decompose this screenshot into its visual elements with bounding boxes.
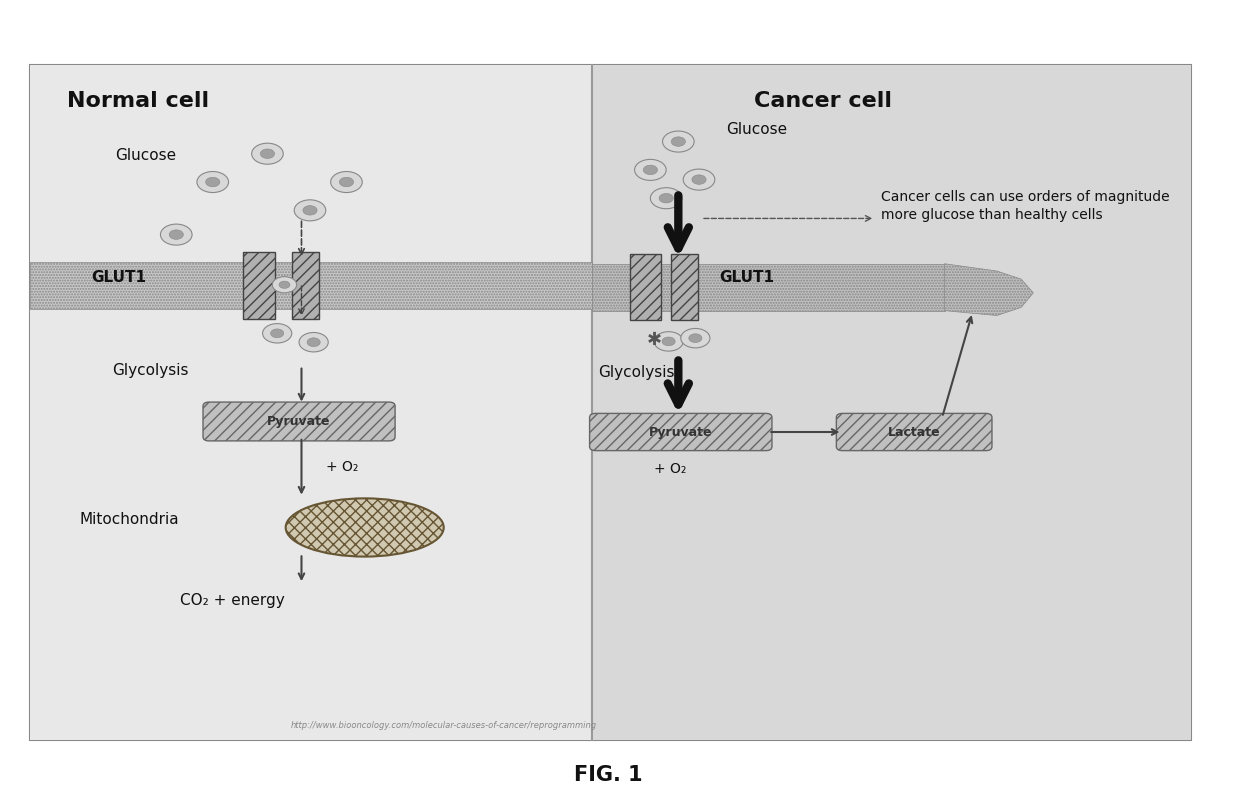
FancyBboxPatch shape — [591, 65, 1192, 740]
Circle shape — [662, 337, 675, 345]
Circle shape — [303, 205, 317, 215]
Text: Pyruvate: Pyruvate — [649, 426, 713, 438]
Circle shape — [270, 329, 284, 337]
Circle shape — [340, 177, 353, 187]
Text: + O₂: + O₂ — [653, 462, 687, 477]
Circle shape — [263, 324, 291, 343]
Text: Glucose: Glucose — [725, 122, 787, 137]
FancyBboxPatch shape — [203, 402, 396, 441]
Circle shape — [635, 159, 666, 180]
Text: ✱: ✱ — [646, 331, 662, 349]
Text: Lactate: Lactate — [888, 426, 940, 438]
FancyBboxPatch shape — [291, 252, 319, 319]
FancyBboxPatch shape — [836, 413, 992, 451]
Circle shape — [299, 332, 329, 352]
Text: Glucose: Glucose — [115, 148, 176, 163]
Text: FIG. 1: FIG. 1 — [574, 765, 642, 785]
Text: Cancer cells can use orders of magnitude
more glucose than healthy cells: Cancer cells can use orders of magnitude… — [882, 190, 1171, 222]
FancyBboxPatch shape — [31, 65, 591, 740]
Circle shape — [644, 165, 657, 175]
Circle shape — [169, 230, 184, 239]
Text: GLUT1: GLUT1 — [719, 270, 775, 285]
Circle shape — [692, 175, 706, 184]
Circle shape — [260, 149, 274, 159]
Circle shape — [197, 172, 228, 193]
FancyBboxPatch shape — [31, 65, 1192, 740]
Circle shape — [662, 131, 694, 152]
Text: Mitochondria: Mitochondria — [79, 512, 179, 527]
Circle shape — [294, 200, 326, 221]
Circle shape — [331, 172, 362, 193]
Circle shape — [683, 169, 714, 190]
Text: Normal cell: Normal cell — [67, 91, 210, 111]
FancyBboxPatch shape — [243, 252, 275, 319]
Circle shape — [650, 188, 682, 209]
Text: Glycolysis: Glycolysis — [112, 363, 188, 378]
Text: Cancer cell: Cancer cell — [754, 91, 892, 111]
Circle shape — [252, 143, 283, 164]
FancyBboxPatch shape — [31, 262, 591, 309]
Text: Glycolysis: Glycolysis — [598, 365, 675, 379]
Circle shape — [671, 137, 686, 146]
Text: Pyruvate: Pyruvate — [268, 415, 331, 428]
Text: GLUT1: GLUT1 — [92, 270, 146, 285]
Circle shape — [681, 328, 711, 348]
Circle shape — [308, 338, 320, 346]
Circle shape — [206, 177, 219, 187]
Polygon shape — [945, 264, 1033, 316]
FancyBboxPatch shape — [591, 264, 945, 311]
Text: CO₂ + energy: CO₂ + energy — [180, 593, 285, 608]
Circle shape — [660, 193, 673, 203]
Circle shape — [273, 277, 296, 293]
Circle shape — [688, 334, 702, 342]
Ellipse shape — [285, 498, 444, 557]
FancyBboxPatch shape — [589, 413, 773, 451]
Text: + O₂: + O₂ — [326, 460, 358, 474]
Text: http://www.biooncology.com/molecular-causes-of-cancer/reprogramming: http://www.biooncology.com/molecular-cau… — [290, 721, 596, 731]
FancyBboxPatch shape — [630, 254, 661, 320]
Circle shape — [160, 224, 192, 245]
FancyBboxPatch shape — [671, 254, 698, 320]
Circle shape — [279, 282, 290, 289]
Circle shape — [653, 332, 683, 351]
